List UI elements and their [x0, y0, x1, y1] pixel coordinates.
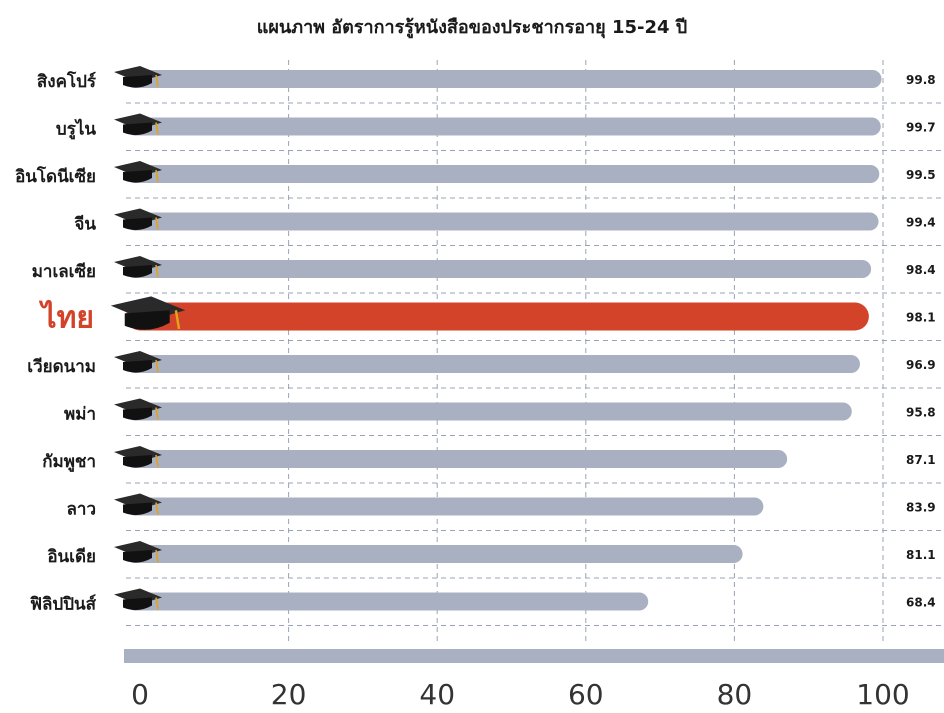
graduation-cap-icon [114, 588, 162, 611]
bar [126, 592, 649, 611]
graduation-cap-icon [114, 351, 162, 373]
value-label: 83.9 [906, 501, 936, 515]
bar [126, 260, 872, 278]
category-label-highlight: ไทย [39, 300, 94, 336]
value-label: 81.1 [906, 548, 936, 562]
bar-row: อินเดีย 81.1 [47, 541, 936, 567]
category-label: ฟิลิปปินส์ [30, 594, 97, 615]
graduation-cap-icon [114, 541, 162, 563]
category-label: พม่า [64, 405, 96, 425]
x-tick-label: 80 [717, 678, 753, 711]
value-label: 98.4 [906, 263, 936, 277]
value-label: 96.9 [906, 358, 936, 372]
value-label: 98.1 [906, 311, 936, 325]
bar [126, 165, 880, 183]
category-label: บรูไน [56, 119, 96, 141]
category-label: สิงคโปร์ [37, 71, 97, 92]
value-label: 68.4 [906, 596, 936, 610]
x-tick-label: 40 [419, 678, 455, 711]
bar [126, 70, 882, 88]
category-label: มาเลเซีย [32, 261, 96, 282]
bar-row: บรูไน 99.7 [56, 113, 936, 141]
graduation-cap-icon [114, 208, 162, 231]
chart-title: แผนภาพ อัตราการรู้หนังสือของประชากรอายุ … [257, 17, 687, 39]
bar-row: สิงคโปร์ 99.8 [37, 66, 936, 92]
bar-row: กัมพูชา 87.1 [42, 446, 936, 473]
bar [126, 497, 764, 516]
category-label: ลาว [66, 500, 96, 520]
x-tick-label: 100 [856, 678, 909, 711]
graduation-cap-icon [114, 398, 162, 421]
graduation-cap-icon [114, 493, 162, 516]
bar [126, 117, 881, 136]
value-label: 99.7 [906, 121, 936, 135]
bars-group: สิงคโปร์ 99.8 บรูไน 99.7 อินโดนีเซีย 99.5 จีน 9… [15, 66, 936, 615]
graduation-cap-icon [110, 296, 186, 330]
category-label: อินโดนีเซีย [15, 166, 96, 187]
x-tick-label: 20 [271, 678, 307, 711]
graduation-cap-icon [114, 113, 162, 136]
bar-row: ลาว 83.9 [66, 493, 936, 520]
category-label: กัมพูชา [42, 452, 96, 473]
value-label: 99.5 [906, 168, 936, 182]
bar-row: ไทย 98.1 [39, 296, 936, 336]
value-label: 99.4 [906, 216, 936, 230]
bar-row: จีน 99.4 [74, 208, 936, 235]
graduation-cap-icon [114, 66, 162, 88]
bar [126, 450, 788, 468]
x-axis-ticks: 0 20 40 60 80 100 [131, 678, 910, 711]
bar [126, 545, 743, 563]
x-tick-label: 0 [131, 678, 149, 711]
bar-row: มาเลเซีย 98.4 [32, 256, 936, 282]
bar-highlight [126, 302, 869, 331]
graduation-cap-icon [114, 161, 162, 183]
value-label: 99.8 [906, 73, 936, 87]
bar-row: อินโดนีเซีย 99.5 [15, 161, 936, 187]
category-label: เวียดนาม [27, 356, 96, 377]
x-tick-label: 60 [568, 678, 604, 711]
bar-row: เวียดนาม 96.9 [27, 351, 936, 377]
grid-lines [126, 60, 944, 645]
category-label: อินเดีย [47, 546, 96, 567]
graduation-cap-icon [114, 256, 162, 278]
bar-row: ฟิลิปปินส์ 68.4 [30, 588, 936, 615]
category-label: จีน [74, 214, 96, 235]
graduation-cap-icon [114, 446, 162, 468]
x-axis-bar [124, 649, 944, 663]
bar [126, 402, 852, 421]
bar [126, 355, 860, 373]
bar [126, 212, 879, 231]
value-label: 95.8 [906, 406, 936, 420]
bar-row: พม่า 95.8 [64, 398, 936, 425]
value-label: 87.1 [906, 453, 936, 467]
